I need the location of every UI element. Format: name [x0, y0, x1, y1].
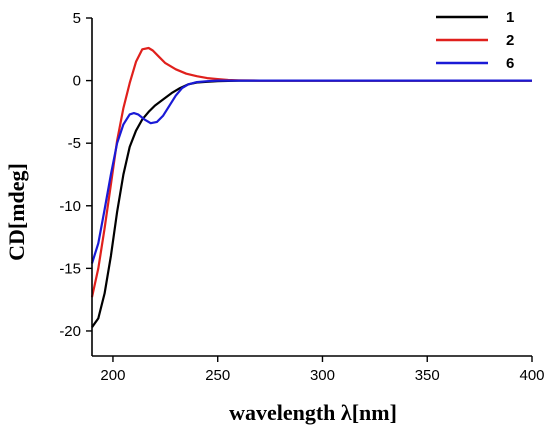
y-tick-label: -20: [59, 323, 81, 340]
legend: 1 2 6: [436, 9, 514, 72]
y-tick-label: -5: [68, 135, 81, 152]
x-tick-label: 400: [519, 367, 544, 384]
x-tick-label: 350: [415, 367, 440, 384]
y-tick-label: -10: [59, 198, 81, 215]
legend-label-6: 6: [506, 55, 514, 72]
series-line-2: [90, 46, 532, 298]
y-axis-title: CD[mdeg]: [4, 163, 29, 261]
x-tick-label: 250: [205, 367, 230, 384]
series-line-6: [90, 79, 532, 264]
y-tick-label: -15: [59, 260, 81, 277]
legend-label-2: 2: [506, 32, 514, 49]
legend-label-1: 1: [506, 9, 514, 26]
y-tick-label: 0: [73, 73, 81, 90]
x-axis-title: wavelength λ[nm]: [229, 400, 397, 425]
x-tick-label: 200: [100, 367, 125, 384]
series-line-1: [91, 79, 532, 328]
x-tick-label: 300: [310, 367, 335, 384]
y-tick-label: 5: [73, 10, 81, 27]
